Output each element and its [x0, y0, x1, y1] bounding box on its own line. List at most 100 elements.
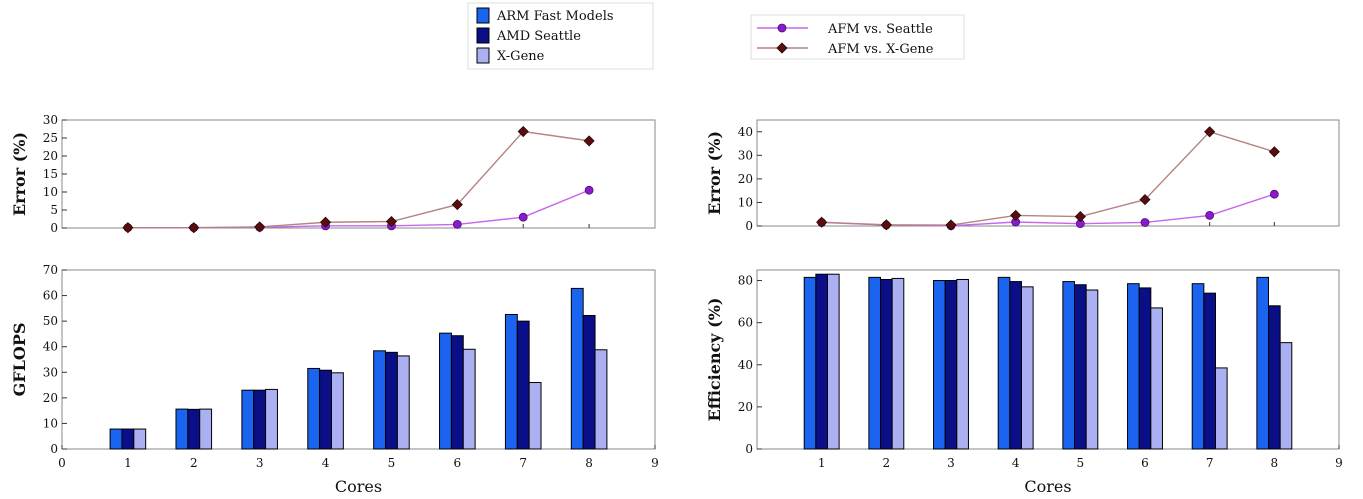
y-tick-label: 20: [738, 400, 753, 414]
plot-frame: [61, 119, 656, 229]
bar-arm-fast-models: [241, 389, 255, 450]
data-point-afm-vs-xgene: [451, 199, 463, 211]
y-tick-label: 0: [50, 221, 58, 235]
bar-amd-seattle: [1074, 284, 1087, 450]
y-tick-label: 0: [50, 442, 58, 456]
x-tick-label: 9: [651, 456, 659, 470]
bar-amd-seattle: [880, 278, 893, 450]
x-tick-label: 3: [256, 456, 264, 470]
y-tick-label: 30: [738, 148, 753, 162]
bar-arm-fast-models: [175, 408, 189, 450]
y-tick-label: 10: [43, 416, 58, 430]
x-axis-label: Cores: [335, 477, 382, 496]
y-tick-label: 20: [738, 172, 753, 186]
panel-right-efficiency: 0 20 40 60 80 Efficiency (%) 1 2 3 4 5 6 7 8 9 Cores: [705, 269, 1343, 496]
bar-arm-fast-models: [1127, 283, 1140, 450]
data-point-afm-vs-seattle: [1205, 210, 1215, 220]
bar-amd-seattle: [450, 335, 464, 450]
legend-label: AFM vs. X-Gene: [827, 42, 934, 57]
x-tick-label: 1: [818, 456, 826, 470]
y-tick-label: 80: [738, 274, 753, 288]
data-point-afm-vs-xgene: [945, 219, 957, 231]
data-point-afm-vs-seattle: [518, 212, 528, 222]
y-axis-label: Efficiency (%): [705, 298, 724, 422]
y-tick-label: 70: [43, 263, 58, 277]
bar-x-gene: [956, 278, 969, 450]
bar-amd-seattle: [253, 389, 267, 450]
bar-arm-fast-models: [570, 287, 584, 450]
bar-amd-seattle: [187, 408, 201, 450]
data-point-afm-vs-seattle: [1269, 189, 1279, 199]
bar-amd-seattle: [121, 428, 135, 450]
y-axis-label: Error (%): [705, 131, 724, 215]
x-tick-label: 0: [58, 456, 66, 470]
legend-label: ARM Fast Models: [496, 9, 614, 24]
y-tick-label: 15: [43, 167, 58, 181]
x-tick-label: 7: [519, 456, 527, 470]
data-point-afm-vs-xgene: [517, 125, 529, 138]
bar-x-gene: [1085, 289, 1099, 450]
bar-x-gene: [1020, 286, 1034, 450]
bar-x-gene: [891, 277, 905, 450]
bar-arm-fast-models: [439, 332, 452, 450]
legend-swatch-arm-fast-models: [476, 7, 490, 24]
bar-arm-fast-models: [504, 313, 518, 450]
x-tick-label: 1: [124, 456, 132, 470]
data-point-afm-vs-xgene: [188, 222, 200, 234]
y-tick-label: 30: [43, 113, 58, 127]
x-axis-label: Cores: [1024, 477, 1071, 496]
bar-x-gene: [265, 388, 278, 450]
x-tick-label: 9: [1335, 456, 1343, 470]
bar-arm-fast-models: [307, 367, 321, 450]
x-tick-label: 2: [190, 456, 198, 470]
bar-arm-fast-models: [1256, 276, 1270, 450]
data-point-afm-vs-xgene: [816, 216, 828, 228]
legend-bars: ARM Fast Models AMD Seattle X-Gene: [467, 2, 654, 70]
bar-x-gene: [1214, 367, 1228, 450]
y-tick-label: 5: [50, 203, 58, 217]
plot-frame: [756, 119, 1340, 227]
bar-x-gene: [528, 382, 542, 450]
data-point-afm-vs-xgene: [1010, 209, 1022, 221]
series-line-afm-vs-xgene: [127, 130, 590, 229]
bar-arm-fast-models: [1191, 283, 1205, 450]
bar-x-gene: [1279, 342, 1293, 450]
bar-amd-seattle: [1138, 287, 1152, 450]
data-point-afm-vs-xgene: [1268, 146, 1280, 158]
y-tick-label: 40: [738, 358, 753, 372]
bar-x-gene: [199, 408, 213, 450]
data-point-afm-vs-seattle: [1140, 218, 1150, 227]
bar-amd-seattle: [516, 320, 530, 450]
y-axis-label: Error (%): [10, 132, 29, 216]
legend-bars-box: [467, 2, 654, 70]
plot-frame: [61, 269, 656, 450]
plot-frame: [756, 269, 1340, 450]
y-tick-label: 40: [43, 340, 58, 354]
legend-marker-diamond: [776, 42, 788, 54]
data-point-afm-vs-xgene: [385, 215, 398, 228]
data-point-afm-vs-xgene: [254, 221, 266, 233]
bar-arm-fast-models: [997, 276, 1011, 450]
x-tick-label: 8: [1271, 456, 1279, 470]
data-point-afm-vs-xgene: [1074, 211, 1086, 223]
y-tick-label: 25: [43, 131, 58, 145]
bar-amd-seattle: [1009, 281, 1022, 450]
x-tick-label: 7: [1206, 456, 1214, 470]
bar-arm-fast-models: [803, 276, 817, 450]
bar-arm-fast-models: [109, 428, 123, 450]
bar-amd-seattle: [944, 280, 958, 450]
y-tick-label: 0: [745, 219, 753, 233]
data-point-afm-vs-xgene: [122, 222, 134, 234]
bar-arm-fast-models: [933, 280, 946, 450]
bar-amd-seattle: [319, 369, 332, 450]
legend-label: AMD Seattle: [496, 29, 581, 44]
bar-x-gene: [396, 355, 410, 450]
y-tick-label: 40: [738, 125, 753, 139]
y-tick-label: 0: [745, 442, 753, 456]
x-tick-label: 4: [322, 456, 330, 470]
legend-label: X-Gene: [497, 49, 545, 64]
bar-x-gene: [462, 348, 476, 450]
data-point-afm-vs-seattle: [584, 185, 594, 195]
